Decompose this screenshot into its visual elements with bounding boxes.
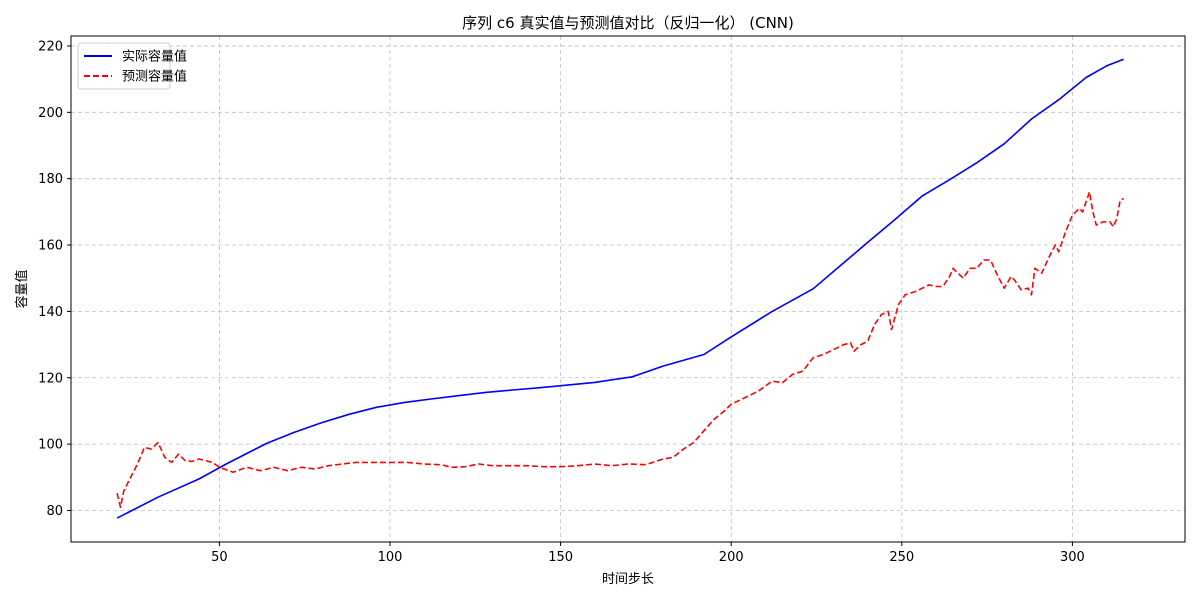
series-layer (116, 58, 1124, 519)
x-tick-label: 200 (719, 550, 744, 565)
legend-label-predicted: 预测容量值 (122, 69, 187, 85)
y-tick-label: 220 (38, 39, 63, 54)
y-tick-label: 180 (38, 172, 63, 187)
legend-label-actual: 实际容量值 (122, 49, 187, 65)
y-tick-label: 120 (38, 371, 63, 386)
actual-capacity-line (116, 58, 1124, 519)
y-tick-label: 160 (38, 239, 63, 254)
legend-box (77, 42, 171, 90)
grid-lines (71, 36, 1185, 542)
x-axis-title: 时间步长 (602, 572, 654, 587)
y-tick-label: 80 (46, 504, 63, 519)
plot-frame (70, 35, 1186, 543)
x-tick-label: 50 (211, 550, 228, 565)
x-tick-label: 150 (548, 550, 573, 565)
predicted-capacity-line (116, 191, 1124, 508)
x-tick-label: 100 (378, 550, 403, 565)
legend: 实际容量值 预测容量值 (77, 42, 187, 90)
y-axis-title: 容量值 (14, 269, 30, 308)
y-tick-label: 140 (38, 305, 63, 320)
axis-ticks: 50 100 150 200 250 300 80 100 120 140 160 180 200 220 (38, 39, 1085, 565)
y-tick-label: 200 (38, 106, 63, 121)
x-tick-label: 300 (1060, 550, 1085, 565)
y-tick-label: 100 (38, 438, 63, 453)
chart-title: 序列 c6 真实值与预测值对比（反归一化） (CNN) (462, 14, 794, 32)
x-tick-label: 250 (889, 550, 914, 565)
